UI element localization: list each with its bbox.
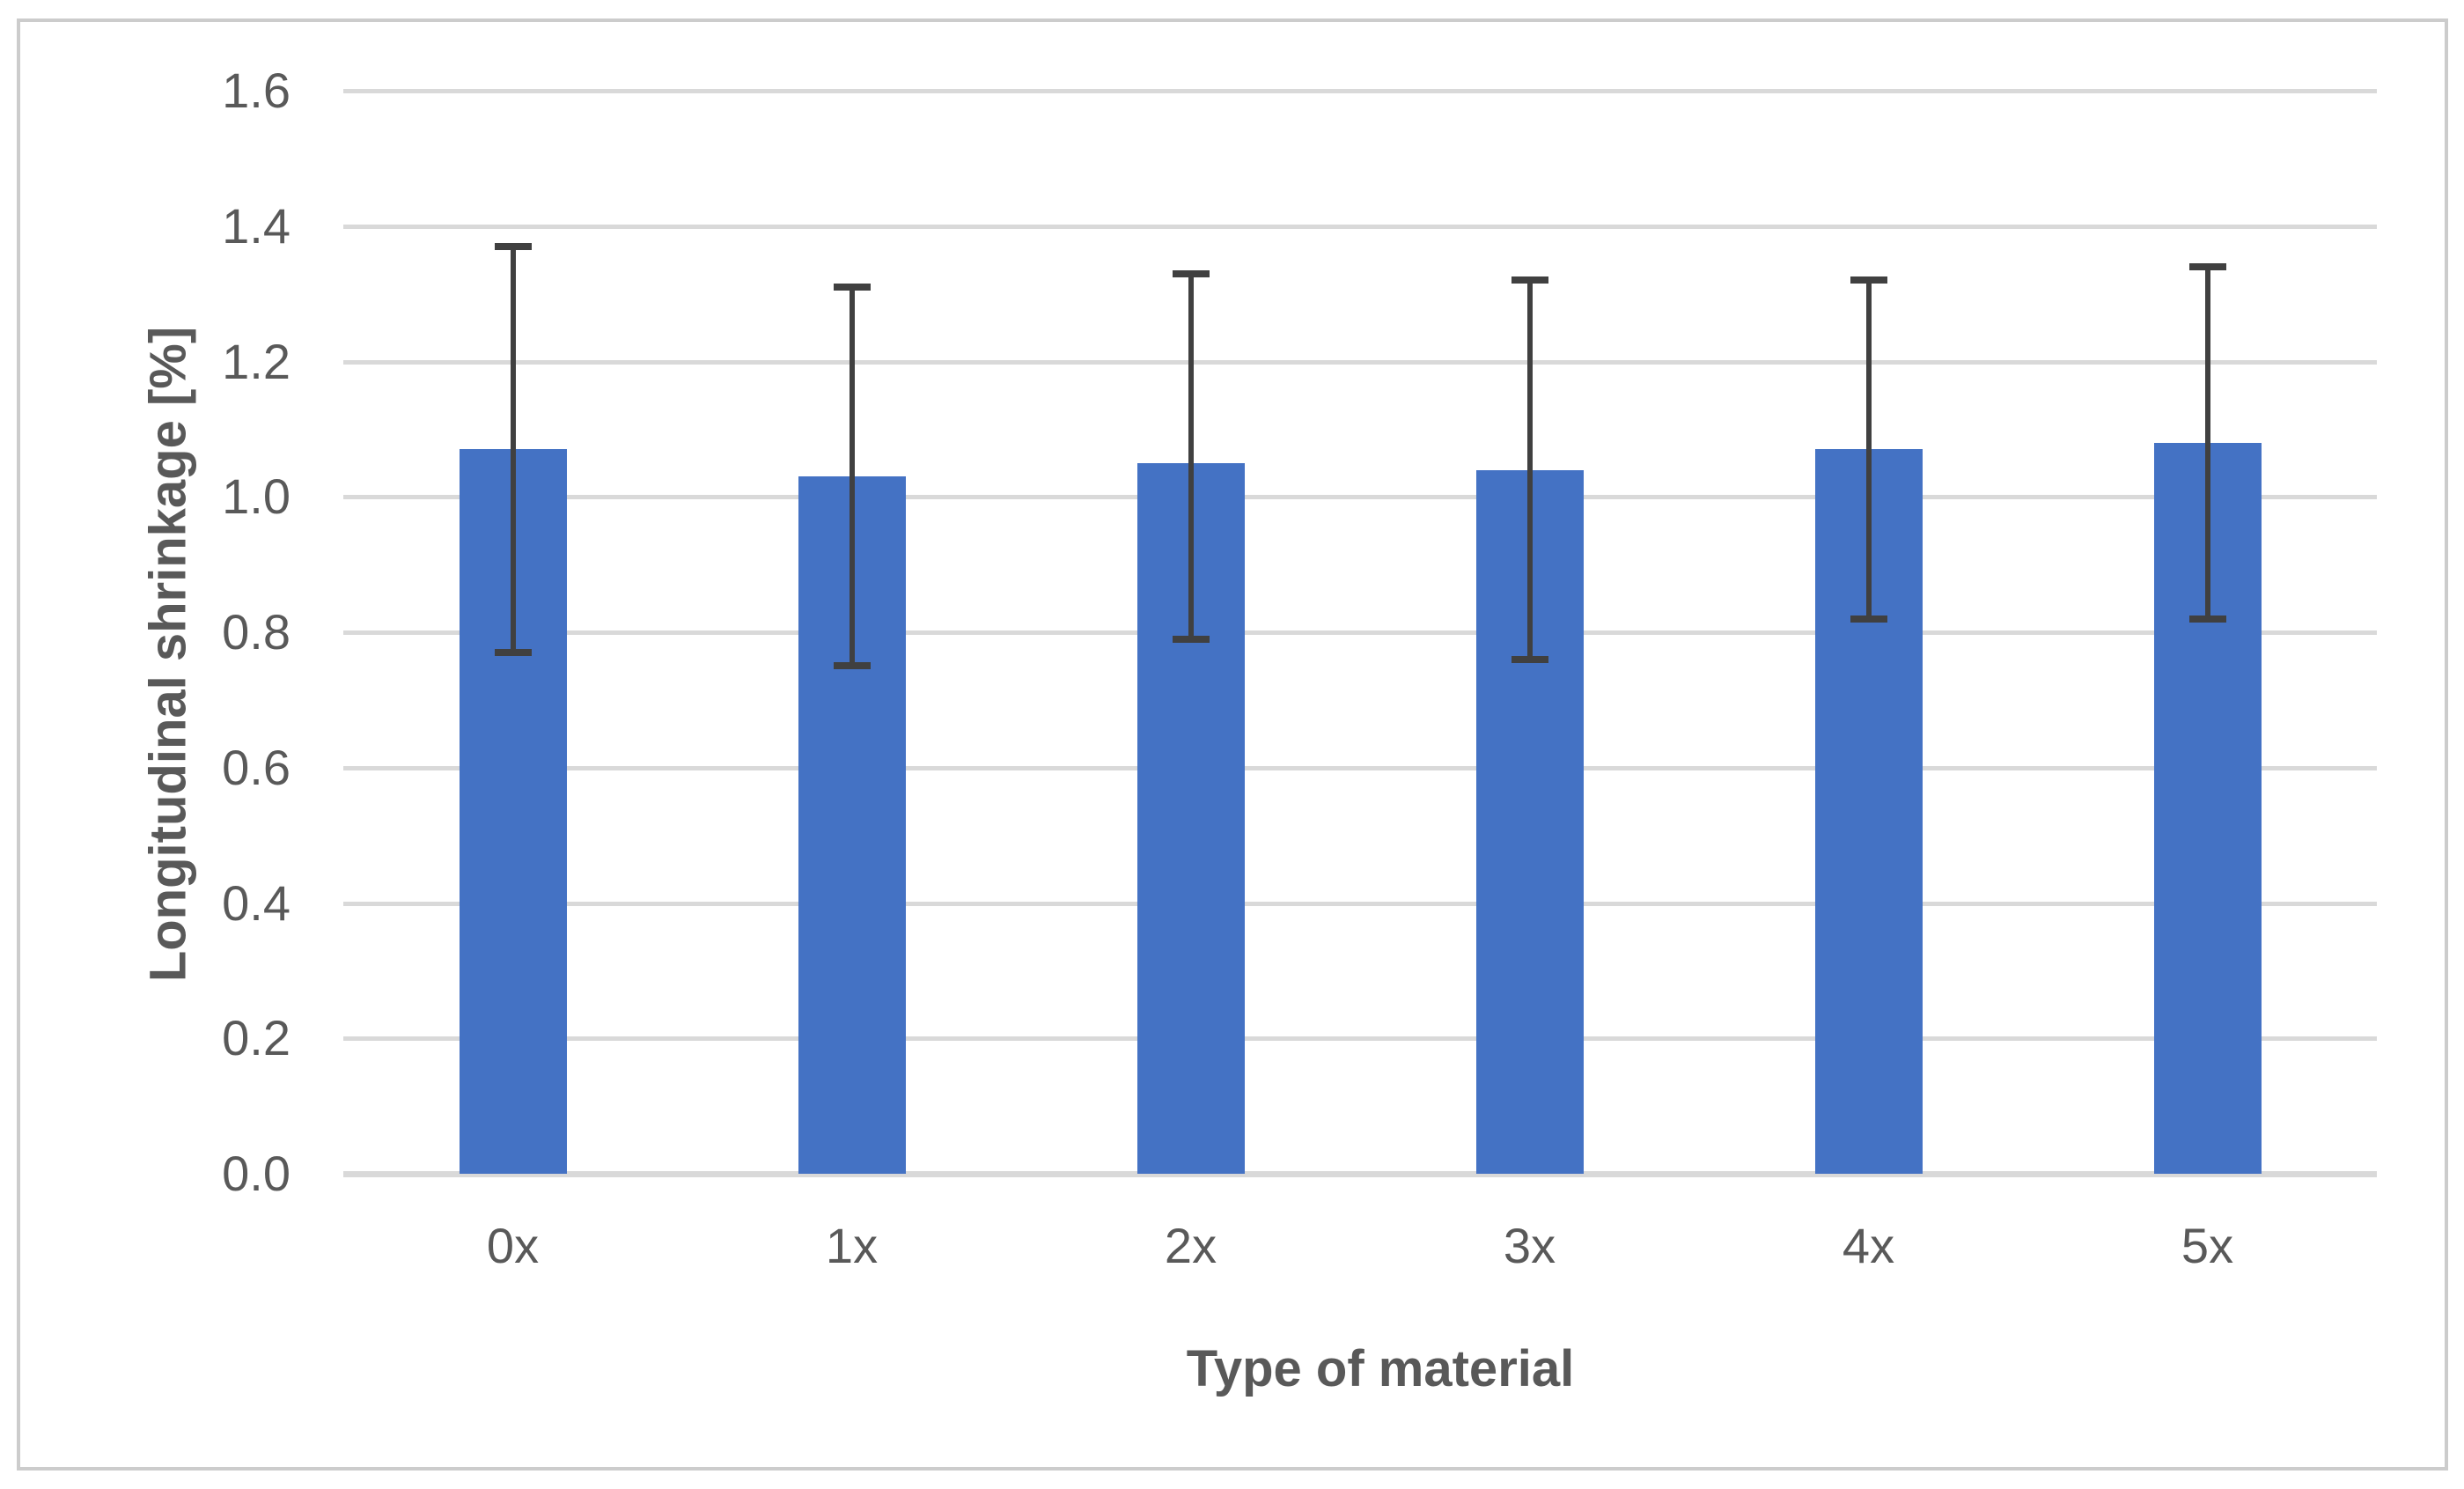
y-tick-label: 1.4 — [222, 197, 291, 254]
y-tick-label: 0.4 — [222, 874, 291, 931]
error-bar-top-cap — [1511, 276, 1548, 284]
y-tick-label: 0.6 — [222, 739, 291, 795]
error-bar-top-cap — [1850, 276, 1887, 284]
gridline — [343, 495, 2377, 500]
x-axis-title: Type of material — [1186, 1340, 1575, 1397]
error-bar-bottom-cap — [1172, 635, 1210, 643]
error-bar — [2204, 266, 2210, 619]
error-bar — [510, 246, 516, 653]
x-category-label: 1x — [825, 1218, 879, 1273]
y-tick-label: 1.6 — [222, 63, 291, 118]
y-tick-label: 0.0 — [222, 1146, 291, 1201]
error-bar — [1865, 280, 1872, 619]
error-bar-bottom-cap — [833, 662, 871, 670]
gridline — [343, 359, 2377, 365]
y-tick-label: 1.2 — [222, 333, 291, 389]
error-bar — [849, 286, 855, 667]
y-tick-label: 0.2 — [222, 1010, 291, 1066]
gridline — [343, 89, 2377, 93]
x-category-label: 3x — [1503, 1218, 1556, 1273]
error-bar-top-cap — [2188, 262, 2226, 270]
x-category-label: 5x — [2181, 1218, 2234, 1273]
gridline — [343, 630, 2377, 635]
error-bar-bottom-cap — [494, 649, 532, 657]
y-tick-label: 1.0 — [222, 468, 291, 525]
error-bar-top-cap — [1172, 269, 1210, 277]
plot-area — [343, 89, 2377, 1177]
error-bar-bottom-cap — [1850, 615, 1887, 623]
x-category-label: 2x — [1164, 1218, 1217, 1273]
x-category-label: 4x — [1842, 1218, 1895, 1273]
error-bar-top-cap — [833, 283, 871, 291]
gridline — [343, 1036, 2377, 1042]
error-bar — [1526, 280, 1533, 660]
y-tick-label: 0.8 — [222, 604, 291, 660]
gridline — [343, 765, 2377, 770]
error-bar — [1188, 273, 1194, 639]
gridline — [343, 901, 2377, 906]
error-bar-top-cap — [494, 242, 532, 250]
error-bar-bottom-cap — [2188, 615, 2226, 623]
gridline — [343, 224, 2377, 229]
x-axis-line — [343, 1171, 2377, 1177]
error-bar-bottom-cap — [1511, 655, 1548, 663]
x-category-label: 0x — [486, 1218, 540, 1273]
